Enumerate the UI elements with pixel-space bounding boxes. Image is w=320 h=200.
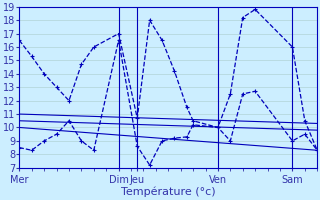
X-axis label: Température (°c): Température (°c) — [121, 187, 216, 197]
